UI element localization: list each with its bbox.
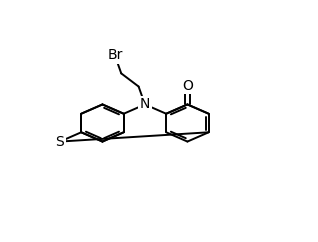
Text: O: O xyxy=(182,79,193,93)
Text: S: S xyxy=(56,135,64,149)
Text: N: N xyxy=(140,98,150,112)
Text: Br: Br xyxy=(107,48,122,62)
